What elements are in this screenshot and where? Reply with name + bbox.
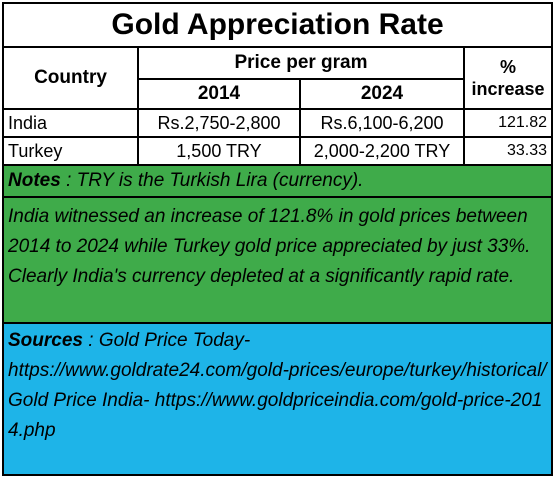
sources-row: Sources : Gold Price Today- https://www.…	[1, 322, 554, 476]
year-2024-header: 2024	[299, 78, 465, 110]
price-2024-cell: 2,000-2,200 TRY	[299, 136, 465, 166]
sources-link-1: https://www.goldrate24.com/gold-prices/e…	[8, 360, 547, 381]
analysis-text: India witnessed an increase of 121.8% in…	[1, 196, 554, 324]
price-2014-cell: Rs.2,750-2,800	[137, 108, 301, 138]
table-title: Gold Appreciation Rate	[1, 2, 554, 48]
gold-appreciation-table: Gold Appreciation Rate Country Price per…	[1, 2, 554, 476]
country-cell: India	[2, 108, 139, 138]
percent-cell: 33.33	[462, 136, 554, 166]
country-cell: Turkey	[2, 136, 139, 166]
year-2014-header: 2014	[137, 78, 301, 110]
table-row: Turkey 1,500 TRY 2,000-2,200 TRY 33.33	[2, 136, 554, 166]
increase-label: increase	[471, 79, 545, 99]
notes-row: Notes : TRY is the Turkish Lira (currenc…	[1, 164, 554, 198]
price-2014-cell: 1,500 TRY	[137, 136, 301, 166]
table-row: India Rs.2,750-2,800 Rs.6,100-6,200 121.…	[2, 108, 554, 138]
percent-cell: 121.82	[462, 108, 554, 138]
sources-label: Sources	[8, 330, 83, 351]
percent-increase-header: % increase	[462, 46, 554, 110]
price-per-gram-header: Price per gram	[137, 46, 465, 80]
price-2024-cell: Rs.6,100-6,200	[299, 108, 465, 138]
sources-text-1: : Gold Price Today-	[82, 330, 251, 351]
notes-label: Notes	[8, 170, 61, 191]
sources-text-2: Gold Price India- https://www.goldpricei…	[8, 390, 543, 441]
notes-text: : TRY is the Turkish Lira (currency).	[60, 170, 364, 191]
percent-symbol: %	[500, 57, 517, 77]
country-header: Country	[2, 46, 139, 110]
